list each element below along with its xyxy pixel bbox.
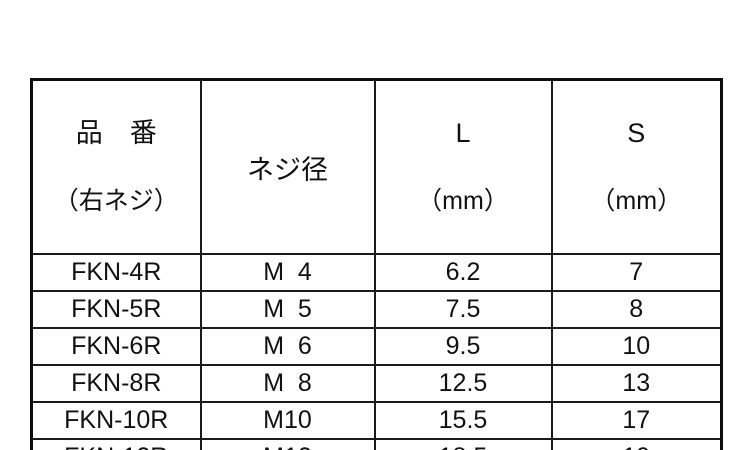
dimension-s-cell: 17 <box>550 401 723 440</box>
header-length-l: L （mm） <box>373 78 553 255</box>
thread-diameter-cell: M 5 <box>199 290 376 329</box>
thread-diameter-cell: M 4 <box>199 253 376 292</box>
length-l-cell: 15.5 <box>373 401 553 440</box>
header-thread-diameter: ネジ径 <box>199 78 376 255</box>
part-number-cell: FKN-6R <box>30 327 202 366</box>
table-row: FKN-12R M12 18.5 19 <box>30 438 723 450</box>
table-row: FKN-5R M 5 7.5 8 <box>30 290 723 329</box>
table-row: FKN-4R M 4 6.2 7 <box>30 253 723 292</box>
header-part-number-subtitle: （右ネジ） <box>53 187 179 215</box>
length-l-cell: 6.2 <box>373 253 553 292</box>
thread-diameter-cell: M 8 <box>199 364 376 403</box>
part-number-cell: FKN-5R <box>30 290 202 329</box>
table-row: FKN-6R M 6 9.5 10 <box>30 327 723 366</box>
header-dimension-s: S （mm） <box>550 78 723 255</box>
part-number-cell: FKN-12R <box>30 438 202 450</box>
dimension-s-cell: 7 <box>550 253 723 292</box>
header-thread-diameter-title: ネジ径 <box>247 154 328 185</box>
part-number-cell: FKN-10R <box>30 401 202 440</box>
length-l-cell: 18.5 <box>373 438 553 450</box>
header-dimension-s-unit: （mm） <box>590 187 683 215</box>
dimension-s-cell: 13 <box>550 364 723 403</box>
length-l-cell: 9.5 <box>373 327 553 366</box>
part-number-cell: FKN-8R <box>30 364 202 403</box>
thread-diameter-cell: M12 <box>199 438 376 450</box>
length-l-cell: 12.5 <box>373 364 553 403</box>
header-part-number-title: 品 番 <box>75 118 157 148</box>
length-l-cell: 7.5 <box>373 290 553 329</box>
dimension-s-cell: 10 <box>550 327 723 366</box>
table-row: FKN-8R M 8 12.5 13 <box>30 364 723 403</box>
part-number-cell: FKN-4R <box>30 253 202 292</box>
header-length-l-title: L <box>455 118 471 148</box>
header-length-l-unit: （mm） <box>417 187 509 215</box>
table-row: FKN-10R M10 15.5 17 <box>30 401 723 440</box>
product-spec-table: 品 番 （右ネジ） ネジ径 L （mm） S （mm） FKN-4R M <box>30 78 723 450</box>
dimension-s-cell: 8 <box>550 290 723 329</box>
header-row: 品 番 （右ネジ） ネジ径 L （mm） S （mm） <box>30 78 723 255</box>
thread-diameter-cell: M10 <box>199 401 376 440</box>
header-dimension-s-title: S <box>627 118 646 148</box>
thread-diameter-cell: M 6 <box>199 327 376 366</box>
dimension-s-cell: 19 <box>550 438 723 450</box>
header-part-number: 品 番 （右ネジ） <box>30 78 202 255</box>
